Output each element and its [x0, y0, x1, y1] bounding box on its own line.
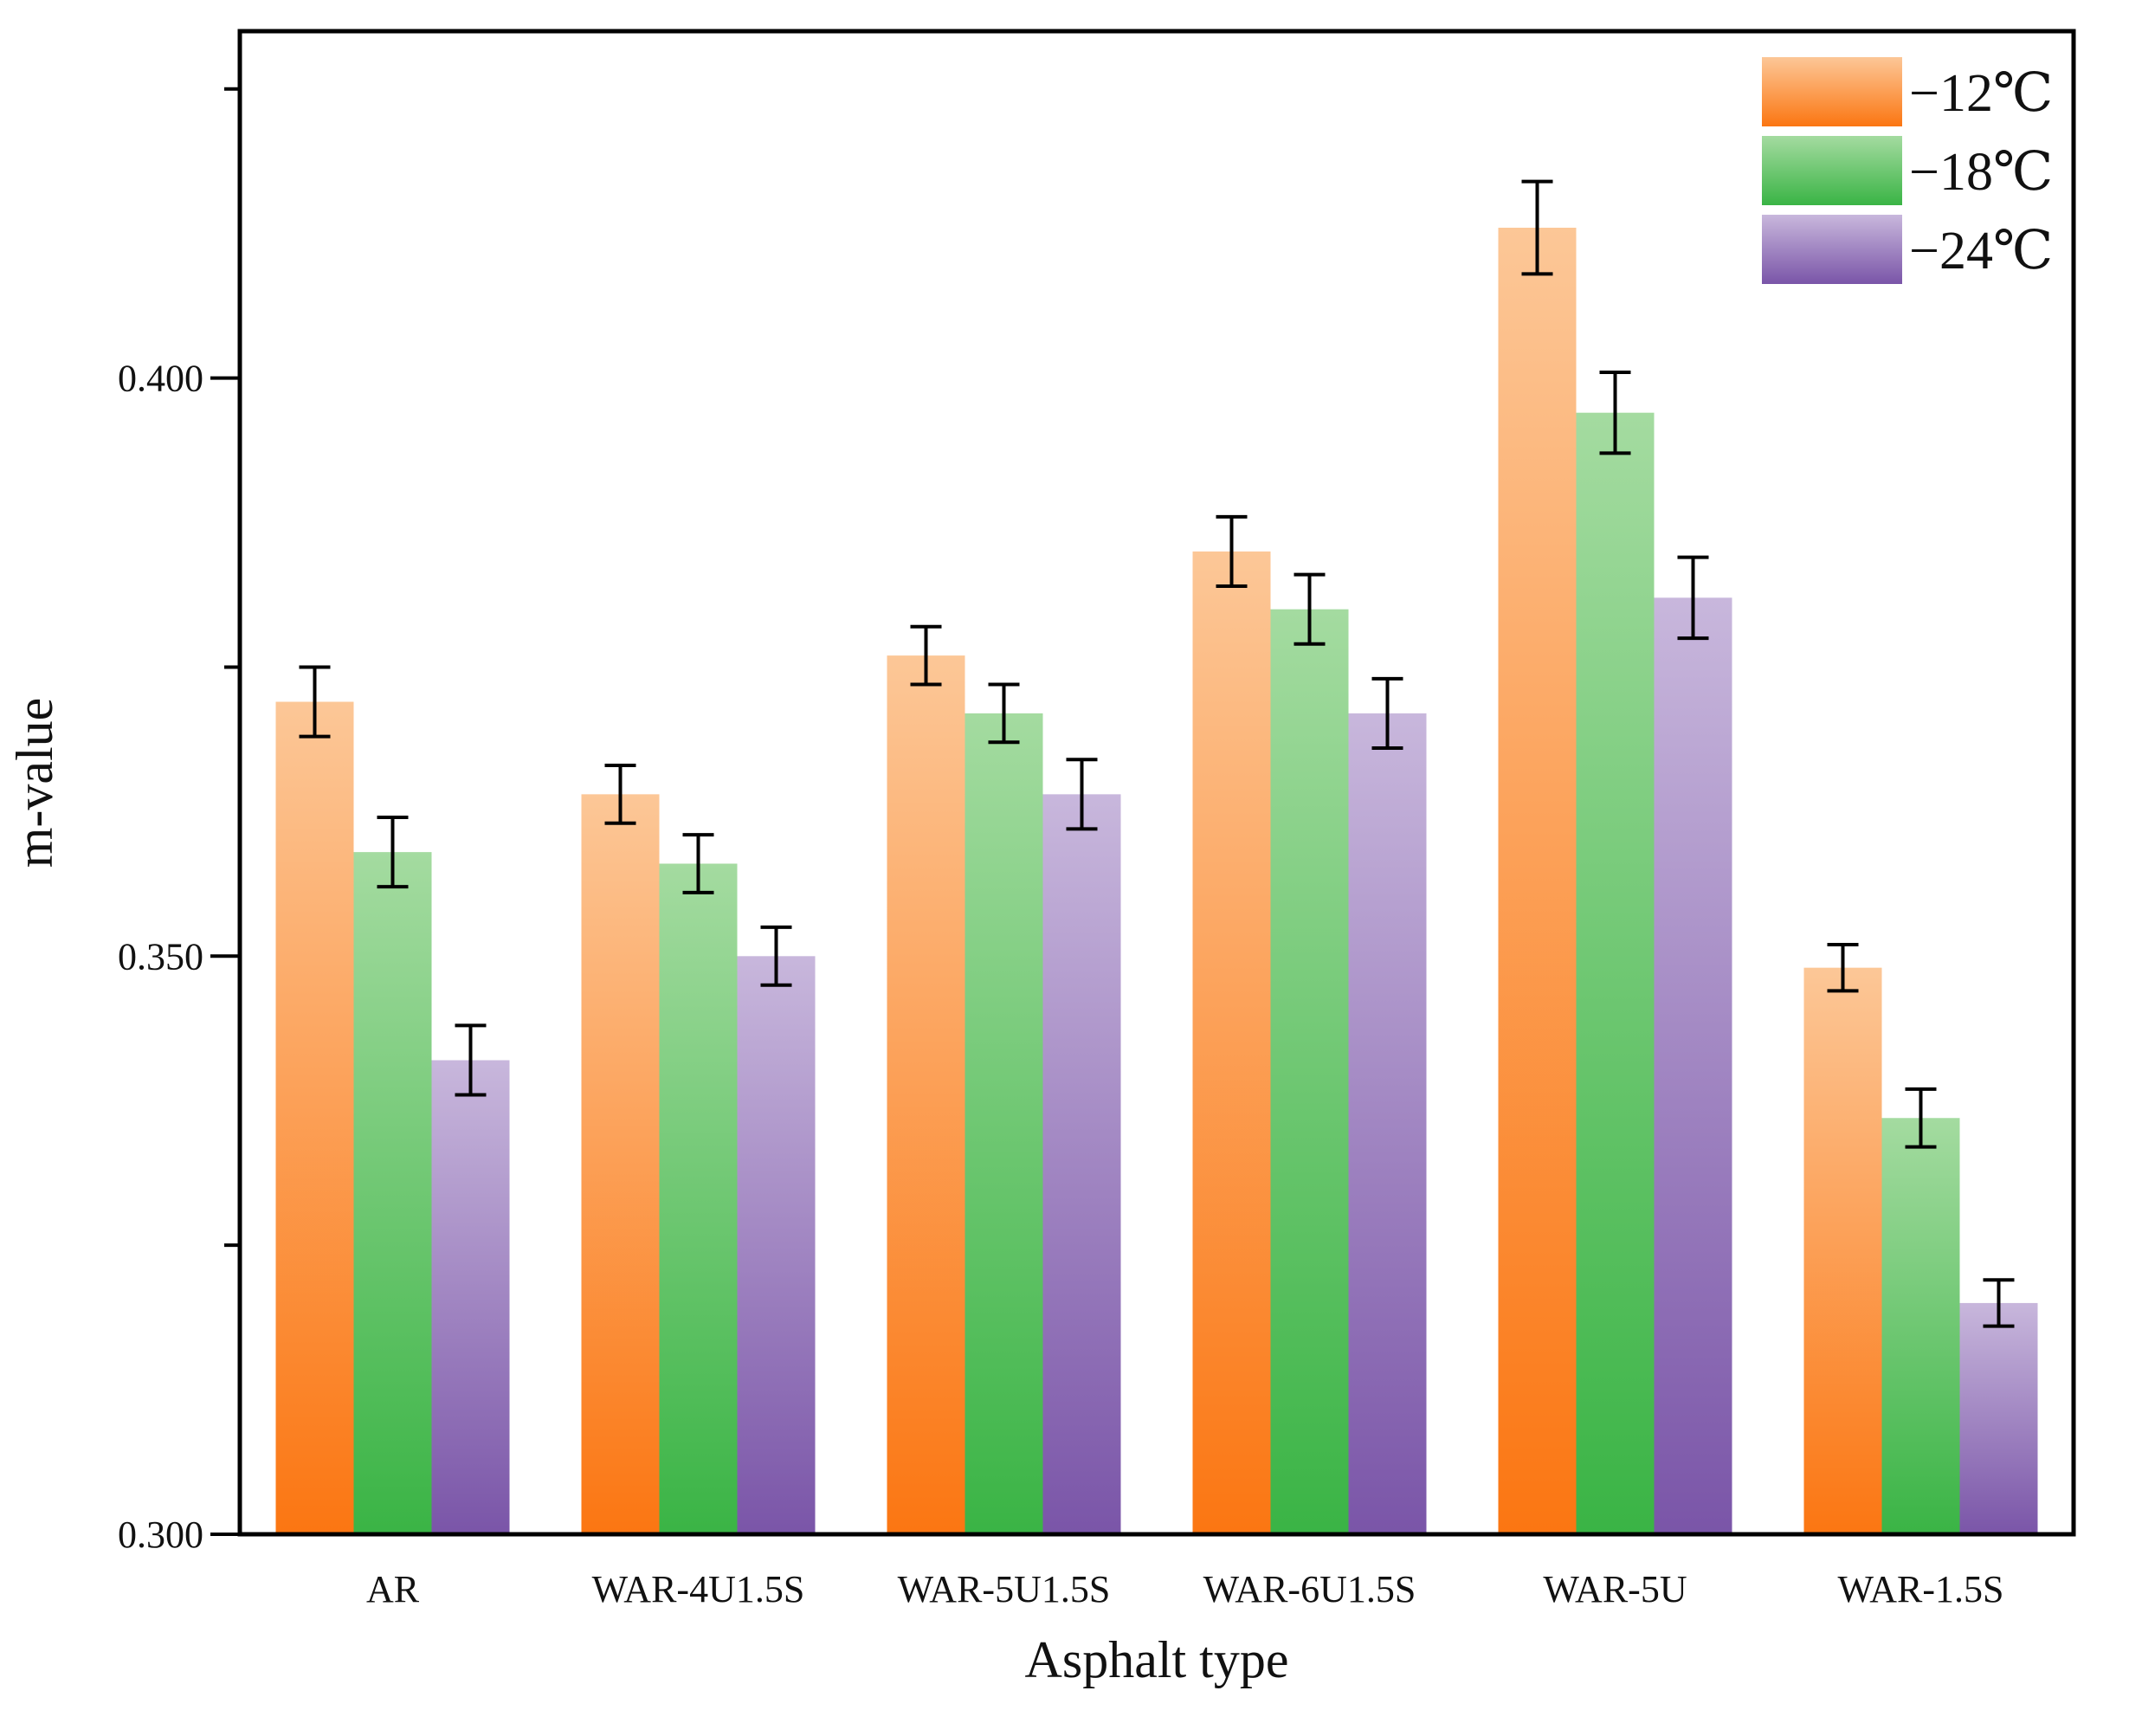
x-tick-label: WAR-5U	[1543, 1568, 1687, 1610]
error-bar-war-5u-series-1	[1521, 179, 1553, 276]
bar-war-4u1-5s-series-1	[581, 794, 660, 1534]
bar-war-1-5s-series-3	[1959, 1302, 2038, 1534]
y-axis-title: m-value	[6, 698, 63, 868]
x-tick-label: AR	[366, 1568, 420, 1610]
bars-layer	[275, 228, 2038, 1535]
error-bars-layer	[299, 179, 2015, 1328]
bar-war-6u1-5s-series-3	[1348, 713, 1427, 1534]
x-axis: AR WAR-4U1.5S WAR-5U1.5S WAR-6U1.5S WAR-5U WA…	[366, 1568, 2004, 1610]
error-bar-war-5u1-5s-series-2	[988, 682, 1020, 745]
x-tick-label: WAR-4U1.5S	[592, 1568, 805, 1610]
legend-swatch-series-1	[1762, 57, 1902, 126]
error-bar-war-5u1-5s-series-3	[1066, 758, 1098, 831]
y-tick-label: 0.350	[118, 935, 203, 978]
bar-war-1-5s-series-1	[1803, 967, 1882, 1534]
legend-label-series-3: −24℃	[1909, 222, 2053, 281]
error-bar-war-5u1-5s-series-1	[910, 624, 942, 687]
bar-war-6u1-5s-series-2	[1270, 609, 1349, 1534]
bar-war-4u1-5s-series-3	[737, 956, 816, 1534]
error-bar-war-6u1-5s-series-1	[1216, 514, 1248, 588]
x-tick-label: WAR-1.5S	[1838, 1568, 2004, 1610]
x-tick-label: WAR-6U1.5S	[1203, 1568, 1416, 1610]
error-bar-war-4u1-5s-series-1	[604, 763, 636, 825]
legend-label-series-1: −12℃	[1909, 64, 2053, 123]
bar-war-5u-series-1	[1498, 228, 1577, 1534]
error-bar-ar-series-2	[377, 816, 409, 889]
bar-war-1-5s-series-2	[1881, 1118, 1960, 1534]
error-bar-war-1-5s-series-2	[1905, 1087, 1937, 1149]
legend-label-series-2: −18℃	[1909, 143, 2053, 202]
y-tick-label: 0.300	[118, 1513, 203, 1556]
x-tick-label: WAR-5U1.5S	[898, 1568, 1111, 1610]
error-bar-war-5u-series-3	[1677, 555, 1709, 641]
bar-war-6u1-5s-series-1	[1192, 551, 1271, 1534]
error-bar-war-6u1-5s-series-2	[1294, 572, 1326, 646]
plot-frame	[237, 29, 2076, 1537]
bar-war-5u1-5s-series-3	[1042, 794, 1121, 1534]
legend: −12℃ −18℃ −24℃	[1762, 57, 2053, 284]
error-bar-war-5u-series-2	[1599, 370, 1631, 455]
error-bar-war-4u1-5s-series-2	[682, 833, 714, 894]
bar-ar-series-2	[353, 852, 432, 1534]
bar-ar-series-1	[275, 701, 354, 1534]
error-bar-ar-series-1	[299, 665, 331, 739]
bar-war-5u1-5s-series-1	[887, 655, 965, 1534]
error-bar-ar-series-3	[455, 1023, 487, 1097]
error-bar-war-4u1-5s-series-3	[760, 925, 792, 987]
bar-war-5u-series-2	[1576, 412, 1655, 1535]
legend-swatch-series-3	[1762, 215, 1902, 284]
error-bar-war-1-5s-series-1	[1827, 942, 1859, 993]
bar-war-5u-series-3	[1654, 597, 1732, 1535]
bar-war-5u1-5s-series-2	[965, 713, 1043, 1534]
error-bar-war-1-5s-series-3	[1983, 1278, 2015, 1328]
error-bar-war-6u1-5s-series-3	[1371, 676, 1403, 750]
bar-war-4u1-5s-series-2	[659, 863, 738, 1534]
x-axis-title: Asphalt type	[1025, 1631, 1289, 1688]
y-axis: 0.300 0.350 0.400	[118, 87, 240, 1556]
y-tick-label: 0.400	[118, 358, 203, 400]
bar-ar-series-3	[431, 1060, 510, 1534]
legend-swatch-series-2	[1762, 136, 1902, 205]
